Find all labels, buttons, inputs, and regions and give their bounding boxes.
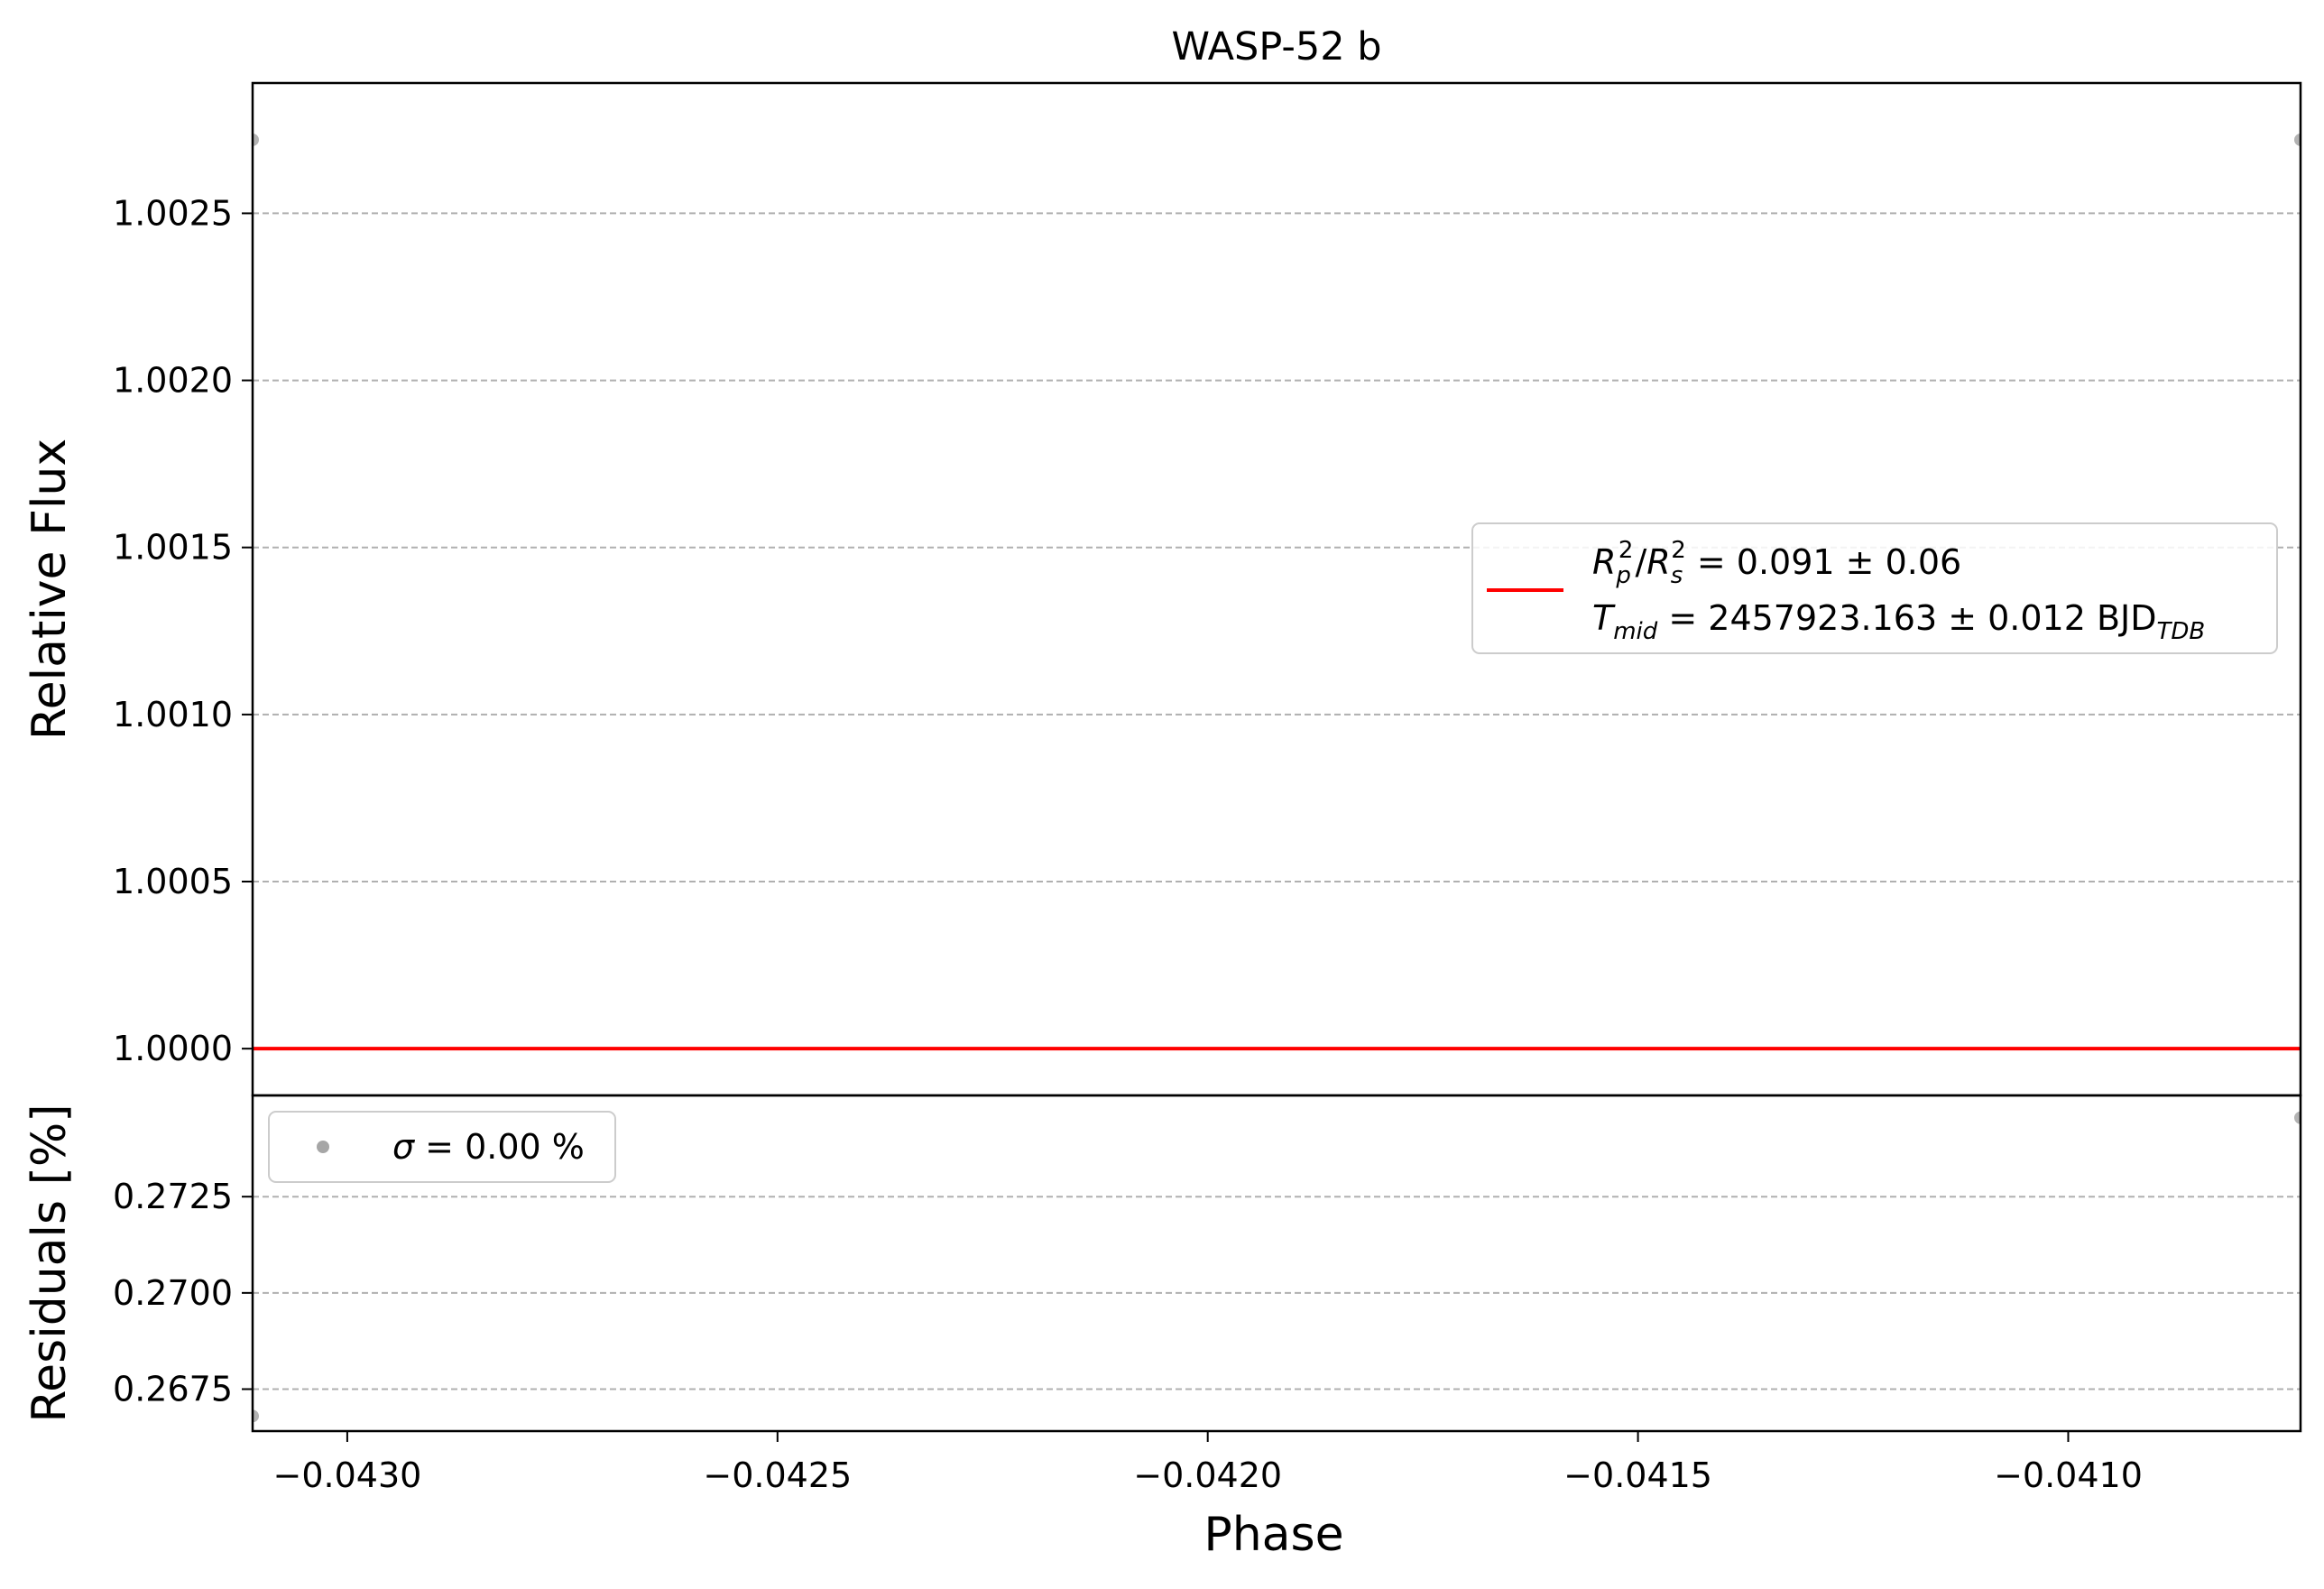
plot-title: WASP-52 b — [1171, 24, 1381, 69]
legend-depth-sup-1: 2 — [1618, 537, 1634, 564]
bottom-panel-frame — [251, 1094, 2302, 1433]
x-tick-label: −0.0420 — [1133, 1455, 1282, 1495]
bottom-panel-data-point — [2294, 1111, 2301, 1124]
legend-depth-entry: Rp2/Rs2 = 0.091 ± 0.06 — [1592, 537, 1961, 589]
residuals-legend-frame — [268, 1111, 616, 1183]
legend-midtime-entry: Tmid = 2457923.163 ± 0.012 BJDTDB — [1592, 598, 2205, 645]
legend-midtime-t-symbol: T — [1592, 598, 1616, 638]
transit-fit-legend-frame — [1471, 522, 2278, 654]
bottom-panel-series — [253, 1111, 2301, 1423]
legend-residual-marker — [317, 1141, 329, 1153]
top-panel-y-tick-label: 1.0025 — [113, 193, 233, 233]
bottom-panel-y-tick-label: 0.2700 — [113, 1273, 233, 1313]
legend-midtime-mid-sub: mid — [1613, 618, 1658, 645]
legend-depth-sup-2: 2 — [1671, 537, 1686, 564]
top-panel-y-ticks: 1.0000 1.0005 1.0010 1.0015 1.0020 1.0025 — [113, 193, 253, 1068]
bottom-panel-y-tick-label: 0.2675 — [113, 1370, 233, 1409]
transit-fit-legend: Rp2/Rs2 = 0.091 ± 0.06 Tmid = 2457923.16… — [1471, 522, 2278, 654]
x-tick-label: −0.0410 — [1994, 1455, 2143, 1495]
top-panel-y-tick-label: 1.0000 — [113, 1029, 233, 1068]
x-tick-label: −0.0415 — [1563, 1455, 1712, 1495]
legend-depth-rs-symbol: R — [1646, 542, 1670, 582]
legend-depth-s-sub: s — [1671, 562, 1683, 589]
bottom-panel-x-ticks: −0.0430 −0.0425 −0.0420 −0.0415 −0.0410 — [273, 1431, 2143, 1495]
bottom-panel-gridlines — [253, 1196, 2301, 1390]
legend-depth-p-sub: p — [1615, 562, 1631, 589]
legend-depth-slash: / — [1635, 542, 1646, 582]
legend-sigma-symbol: σ — [392, 1127, 416, 1167]
legend-depth-value: = 0.091 ± 0.06 — [1686, 542, 1961, 582]
top-panel-y-tick-label: 1.0010 — [113, 695, 233, 734]
residuals-legend: σ = 0.00 % — [268, 1111, 616, 1183]
top-panel: 1.0000 1.0005 1.0010 1.0015 1.0020 1.0025 Rel… — [23, 81, 2302, 1097]
legend-sigma-value: = 0.00 % — [414, 1127, 585, 1167]
bottom-panel-data-point — [253, 1409, 259, 1423]
top-panel-y-axis-title: Relative Flux — [23, 439, 77, 740]
bottom-panel-y-tick-label: 0.2725 — [113, 1177, 233, 1216]
x-axis-title: Phase — [1204, 1508, 1343, 1562]
top-panel-y-tick-label: 1.0015 — [113, 528, 233, 568]
legend-depth-r-symbol: R — [1592, 542, 1616, 582]
top-panel-data-point — [253, 133, 259, 146]
x-tick-label: −0.0425 — [703, 1455, 852, 1495]
top-panel-data-point — [2294, 133, 2301, 146]
x-tick-label: −0.0430 — [273, 1455, 422, 1495]
bottom-panel-y-axis-title: Residuals [%] — [23, 1104, 77, 1422]
top-panel-y-tick-label: 1.0005 — [113, 862, 233, 901]
top-panel-series — [253, 133, 2301, 1051]
legend-sigma-entry: σ = 0.00 % — [392, 1127, 585, 1167]
legend-midtime-value: = 2457923.163 ± 0.012 BJD — [1657, 598, 2156, 638]
bottom-panel-y-ticks: 0.2675 0.2700 0.2725 — [113, 1177, 253, 1409]
legend-midtime-tdb-sub: TDB — [2157, 618, 2206, 645]
bottom-panel: 0.2675 0.2700 0.2725 −0.0430 −0.0425 −0.0420… — [23, 1094, 2302, 1562]
top-panel-y-tick-label: 1.0020 — [113, 361, 233, 401]
